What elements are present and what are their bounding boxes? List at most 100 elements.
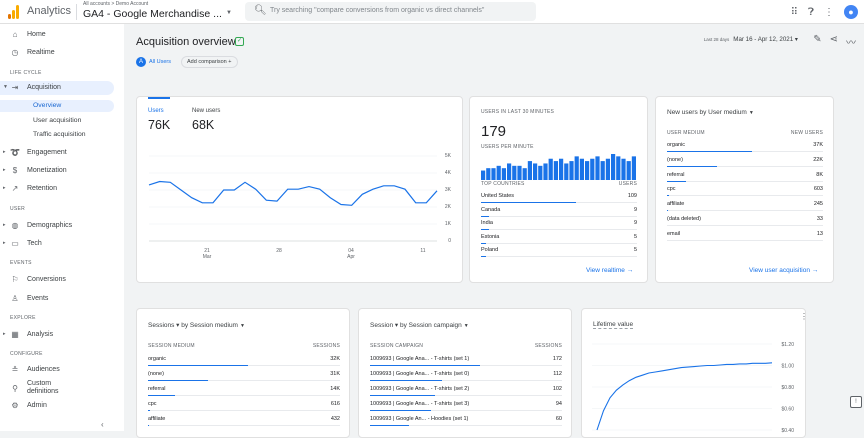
search-input[interactable]: Try searching "compare conversions from … — [270, 7, 484, 14]
table-row[interactable]: 1009693 | Google Ana... - T-shirts (set … — [370, 383, 562, 396]
report-check-icon[interactable]: ✓ — [235, 37, 244, 46]
sidebar-item-engagement[interactable]: ▸➰Engagement — [0, 146, 124, 160]
table-row[interactable]: 1009693 | Google Ana... - T-shirts (set … — [370, 353, 562, 366]
sidebar-subitem-user-acquisition[interactable]: User acquisition — [0, 115, 114, 127]
view-realtime-link[interactable]: View realtime → — [586, 267, 633, 274]
sidebar-item-realtime[interactable]: ◷Realtime — [0, 46, 124, 60]
customize-report-icon[interactable]: ✎ — [813, 34, 821, 49]
per-minute-bar — [507, 163, 511, 180]
sidebar-item-label: Admin — [27, 402, 47, 409]
add-comparison-button[interactable]: Add comparison + — [181, 56, 238, 68]
flag-icon: ⚐ — [10, 275, 20, 284]
sidebar-subitem-traffic-acquisition[interactable]: Traffic acquisition — [0, 129, 114, 141]
table-row[interactable]: (data deleted)33 — [667, 213, 823, 226]
share-icon[interactable]: ⋖ — [830, 34, 838, 49]
more-icon[interactable]: ⋮ — [824, 7, 834, 18]
row-label: email — [667, 231, 680, 237]
card-title-dropdown[interactable]: Session ▾ by Session campaign▼ — [370, 321, 469, 329]
chevron-down-icon[interactable]: ▼ — [226, 10, 232, 16]
row-label: Poland — [481, 247, 498, 253]
insights-icon[interactable]: 〰 — [846, 34, 856, 49]
feedback-icon[interactable]: ! — [850, 396, 862, 408]
view-user-acquisition-link[interactable]: View user acquisition → — [749, 267, 818, 274]
chevron-down-icon: ▾ — [795, 36, 798, 43]
sidebar-item-label: Custom definitions — [27, 380, 77, 396]
y-tick-label: 2K — [437, 204, 451, 210]
comparison-chip-all-users[interactable]: A All Users — [136, 56, 171, 68]
row-label: referral — [148, 386, 165, 392]
table-row[interactable]: (none)31K — [148, 368, 340, 381]
engagement-icon: ➰ — [10, 148, 20, 157]
top-icons: ⠿ ❓︎ ⋮ ● — [791, 3, 858, 21]
table-row[interactable]: 1009693 | Google An... - Hoodies (set 1)… — [370, 413, 562, 426]
more-options-icon[interactable]: ⋮ — [800, 312, 808, 321]
search-bar[interactable]: 🔍︎ Try searching "compare conversions fr… — [245, 2, 536, 21]
table-row[interactable]: 1009693 | Google Ana... - T-shirts (set … — [370, 368, 562, 381]
property-selector[interactable]: GA4 - Google Merchandise ... — [83, 8, 222, 20]
sidebar-item-label: Overview — [33, 102, 61, 109]
sidebar-item-conversions[interactable]: ⚐Conversions — [0, 273, 124, 287]
sidebar-item-audiences[interactable]: ≗Audiences — [0, 363, 124, 377]
section-configure: CONFIGURE — [10, 351, 43, 357]
sidebar-item-admin[interactable]: ⚙Admin — [0, 399, 124, 413]
sidebar-item-label: Events — [27, 295, 48, 302]
card-title-dropdown[interactable]: New users by User medium▼ — [667, 109, 754, 116]
lifetime-value-line-chart: $1.20$1.00$0.80$0.60$0.40 — [582, 309, 806, 438]
sidebar-item-acquisition[interactable]: ▼⇥Acquisition — [0, 81, 114, 95]
row-bar — [148, 395, 175, 396]
per-minute-bar — [564, 163, 568, 180]
sidebar-item-events[interactable]: ♙Events — [0, 292, 124, 306]
expand-right-icon: ▸ — [3, 240, 6, 246]
row-bar — [370, 380, 442, 381]
y-tick-label: $0.40 — [781, 428, 794, 434]
search-icon: 🔍︎ — [254, 5, 267, 16]
row-value: 616 — [331, 401, 340, 407]
sidebar-item-monetization[interactable]: ▸$Monetization — [0, 164, 124, 178]
sidebar-item-custom-definitions[interactable]: ⚲Custom definitions — [0, 379, 124, 399]
per-minute-bar — [569, 161, 573, 180]
sidebar-item-analysis[interactable]: ▸▦Analysis — [0, 328, 124, 342]
account-icon[interactable]: ● — [844, 5, 858, 19]
y-tick-label: 1K — [437, 221, 451, 227]
sidebar-item-retention[interactable]: ▸↗Retention — [0, 182, 124, 196]
row-value: 60 — [556, 416, 562, 422]
account-breadcrumb[interactable]: All accounts > Demo Account — [83, 1, 148, 7]
per-minute-bar — [538, 166, 542, 180]
plus-icon: + — [228, 59, 231, 65]
sidebar-subitem-overview[interactable]: Overview — [0, 100, 114, 112]
per-minute-label: USERS PER MINUTE — [481, 144, 534, 150]
help-icon[interactable]: ❓︎ — [808, 7, 814, 18]
card-title-dropdown[interactable]: Sessions ▾ by Session medium▼ — [148, 321, 245, 329]
sidebar-item-demographics[interactable]: ▸◍Demographics — [0, 219, 124, 233]
collapse-sidebar-icon[interactable]: ‹ — [101, 420, 104, 429]
table-row[interactable]: 1009693 | Google Ana... - T-shirts (set … — [370, 398, 562, 411]
devices-icon: ▭ — [10, 239, 20, 248]
row-divider — [667, 195, 823, 196]
sidebar-item-tech[interactable]: ▸▭Tech — [0, 237, 124, 251]
apps-icon[interactable]: ⠿ — [791, 7, 798, 18]
users-per-minute-bar-chart — [470, 152, 648, 182]
row-value: 22K — [813, 157, 823, 163]
arrow-right-icon: → — [812, 267, 819, 274]
sidebar-item-home[interactable]: ⌂Home — [0, 28, 124, 42]
table-row[interactable]: (none)22K — [667, 154, 823, 167]
x-tick-day: 11 — [411, 248, 435, 254]
analytics-logo-icon[interactable] — [8, 5, 20, 19]
realtime-header: USERS IN LAST 30 MINUTES — [481, 109, 554, 115]
per-minute-bar — [543, 163, 547, 180]
